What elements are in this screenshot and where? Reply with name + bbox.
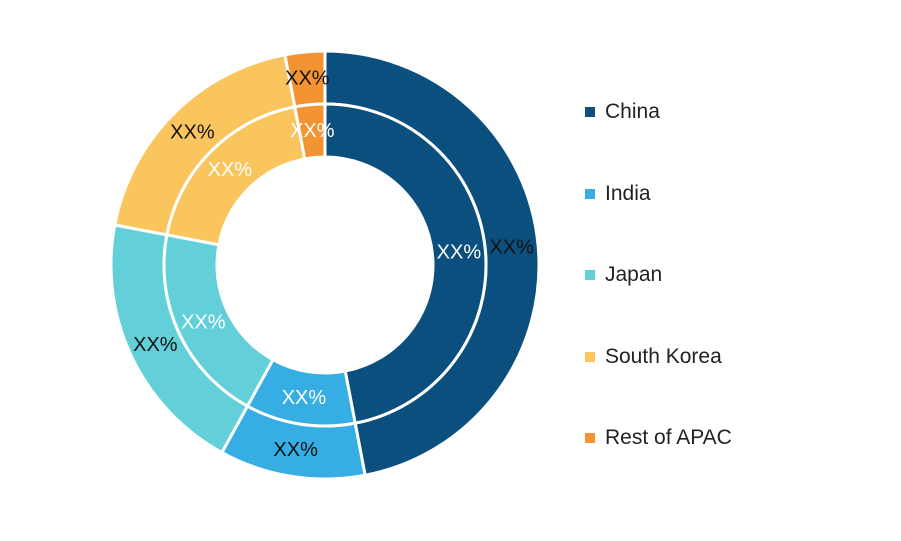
legend-swatch-rest-of-apac — [585, 433, 595, 443]
outer-label-rest-of-apac: XX% — [285, 67, 330, 89]
inner-label-japan: XX% — [181, 311, 226, 333]
legend-label-india: India — [605, 181, 651, 205]
outer-label-south-korea: XX% — [170, 121, 215, 143]
legend-item-india: India — [585, 174, 732, 214]
inner-label-rest-of-apac: XX% — [290, 120, 335, 142]
inner-label-china: XX% — [437, 241, 482, 263]
legend-item-rest-of-apac: Rest of APAC — [585, 418, 732, 458]
outer-label-india: XX% — [273, 439, 318, 461]
outer-label-china: XX% — [489, 236, 534, 258]
legend-item-south-korea: South Korea — [585, 337, 732, 377]
legend-item-japan: Japan — [585, 255, 732, 295]
outer-label-japan: XX% — [133, 334, 178, 356]
legend-label-china: China — [605, 100, 660, 123]
outer-ring — [109, 49, 541, 481]
legend-swatch-japan — [585, 270, 595, 280]
legend: China India Japan South Korea Rest of APAC — [585, 92, 732, 500]
inner-label-india: XX% — [282, 387, 327, 409]
slice-labels: XX%XX%XX%XX%XX%XX%XX%XX%XX%XX% — [133, 67, 534, 461]
legend-swatch-south-korea — [585, 351, 595, 362]
inner-slice-china — [323, 102, 488, 425]
legend-label-rest-of-apac: Rest of APAC — [605, 426, 732, 449]
legend-swatch-china — [585, 107, 595, 117]
legend-label-japan: Japan — [605, 263, 663, 286]
legend-label-south-korea: South Korea — [605, 344, 722, 368]
legend-item-china: China — [585, 92, 732, 132]
legend-swatch-india — [585, 188, 595, 199]
inner-ring — [162, 102, 488, 428]
inner-label-south-korea: XX% — [208, 159, 253, 181]
inner-slice-rest-of-apac — [293, 102, 327, 161]
